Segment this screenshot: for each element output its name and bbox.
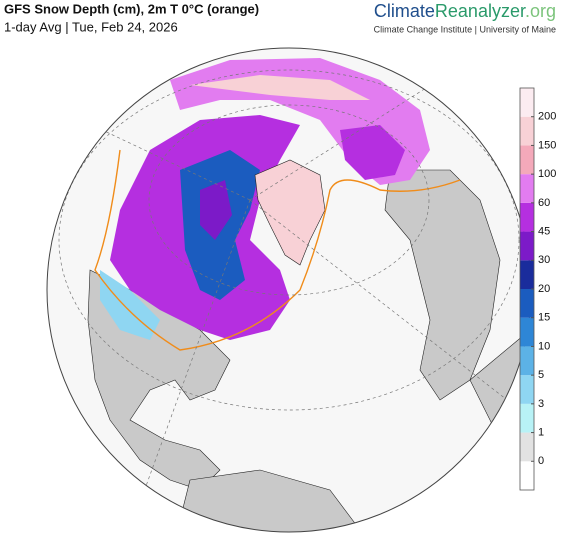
- colorbar-label: 20: [538, 283, 550, 295]
- colorbar-band: [520, 231, 534, 261]
- attribution: Climate Change Institute | University of…: [374, 24, 556, 34]
- greenland: [254, 159, 326, 266]
- snow-cover: [190, 75, 370, 100]
- colorbar-band: [520, 116, 534, 146]
- colorbar-band: [520, 260, 534, 289]
- colorbar-band: [520, 432, 534, 462]
- brand-part: .org: [525, 1, 556, 21]
- colorbar-label: 200: [538, 111, 556, 123]
- snow-cover: [200, 180, 232, 240]
- globe: [47, 48, 531, 532]
- colorbar-label: 3: [538, 398, 544, 410]
- freezing-line: [94, 149, 461, 351]
- brand: ClimateReanalyzer.org: [374, 1, 556, 21]
- colorbar-band: [520, 317, 534, 347]
- colorbar: 0 1 3 5 10 15 20 30 45 60 100 150 200: [519, 87, 556, 491]
- colorbar-label: 0: [538, 455, 544, 467]
- colorbar-label: 5: [538, 369, 544, 381]
- land: [384, 169, 501, 401]
- colorbar-label: 1: [538, 426, 544, 438]
- snow-cover: [340, 125, 405, 180]
- colorbar-band: [520, 375, 534, 404]
- colorbar-label: 30: [538, 254, 550, 266]
- colorbar-label: 45: [538, 225, 550, 237]
- colorbar-band: [520, 174, 534, 203]
- brand-part: Reanalyzer: [435, 1, 526, 21]
- colorbar-label: 150: [538, 139, 556, 151]
- colorbar-label: 100: [538, 168, 556, 180]
- subtitle: 1-day Avg | Tue, Feb 24, 2026: [4, 19, 178, 34]
- colorbar-band: [520, 88, 534, 117]
- colorbar-label: 60: [538, 197, 550, 209]
- colorbar-band: [520, 145, 534, 175]
- colorbar-band: [520, 346, 534, 376]
- colorbar-band: [520, 461, 534, 490]
- brand-part: Climate: [374, 1, 435, 21]
- colorbar-band: [520, 202, 534, 232]
- colorbar-band: [520, 403, 534, 433]
- colorbar-band: [520, 289, 534, 318]
- snow-cover: [100, 270, 160, 340]
- title: GFS Snow Depth (cm), 2m T 0°C (orange): [4, 1, 259, 16]
- colorbar-label: 10: [538, 340, 550, 352]
- colorbar-label: 15: [538, 312, 550, 324]
